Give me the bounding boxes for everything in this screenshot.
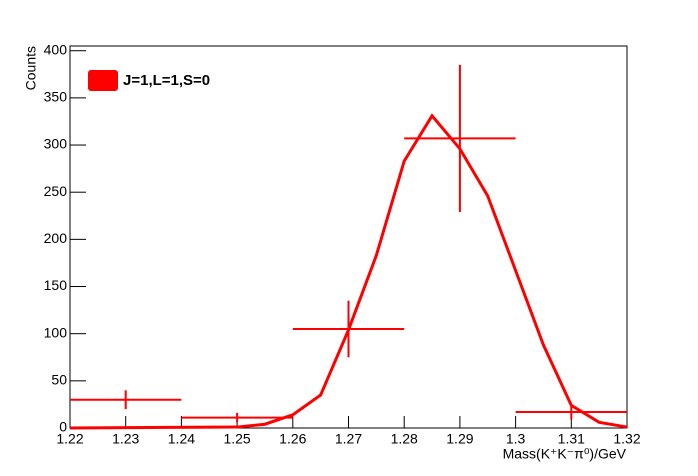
x-tick-label: 1.3: [506, 431, 526, 447]
x-tick-label: 1.24: [168, 431, 195, 447]
x-axis-label: Mass(K⁺K⁻π⁰)/GeV: [503, 446, 627, 462]
x-tick-label: 1.32: [613, 431, 640, 447]
y-tick-label: 350: [44, 89, 68, 105]
x-tick-label: 1.26: [279, 431, 306, 447]
y-tick-label: 150: [44, 277, 68, 293]
legend-swatch: [88, 70, 118, 91]
y-axis-label: Counts: [23, 46, 39, 90]
y-tick-label: 300: [44, 136, 68, 152]
x-tick-label: 1.31: [558, 431, 585, 447]
x-tick-label: 1.25: [223, 431, 250, 447]
y-tick-label: 0: [59, 419, 67, 435]
x-tick-label: 1.22: [56, 431, 83, 447]
y-tick-label: 100: [44, 324, 68, 340]
y-tick-label: 250: [44, 183, 68, 199]
x-tick-label: 1.27: [335, 431, 362, 447]
x-tick-label: 1.29: [446, 431, 473, 447]
x-tick-label: 1.23: [112, 431, 139, 447]
y-tick-label: 200: [44, 230, 68, 246]
y-tick-label: 400: [44, 41, 68, 57]
legend-label: J=1,L=1,S=0: [123, 72, 210, 89]
y-tick-label: 50: [51, 372, 67, 388]
x-tick-label: 1.28: [391, 431, 418, 447]
